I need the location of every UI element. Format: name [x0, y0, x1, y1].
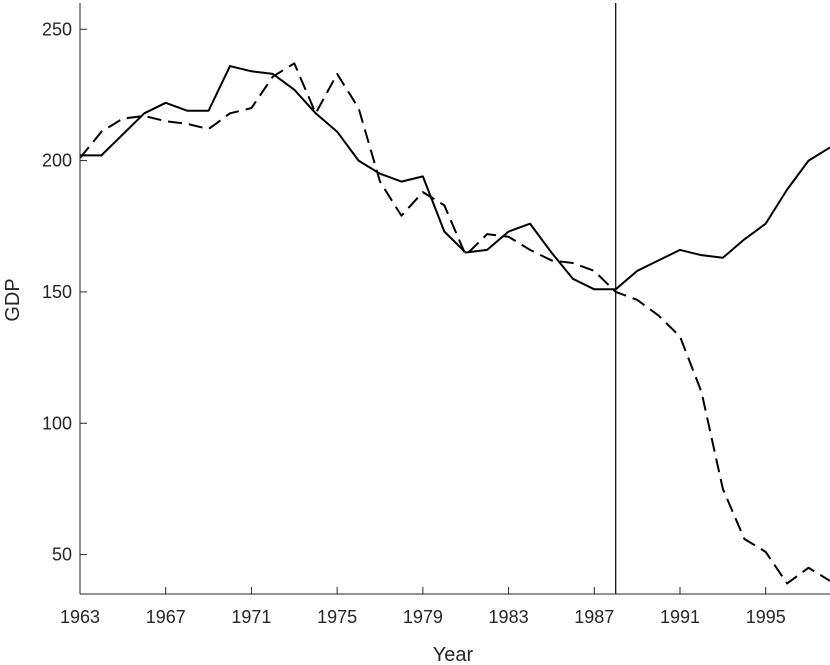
- y-tick-label: 50: [52, 545, 72, 565]
- x-tick-label: 1963: [60, 607, 100, 627]
- axes: [79, 3, 830, 595]
- series-line-solid: [80, 65, 830, 291]
- x-tick-label: 1987: [574, 607, 614, 627]
- x-tick-label: 1967: [146, 607, 186, 627]
- tick-labels: 1963 1967 1971 1975 1979 1983 1987 1991 1995 50 10…: [42, 19, 786, 627]
- y-tick-label: 200: [42, 151, 72, 171]
- x-axis-label: Year: [433, 644, 474, 665]
- series-line-dashed: [79, 62, 830, 585]
- x-tick-label: 1971: [231, 607, 271, 627]
- x-tick-label: 1983: [489, 607, 529, 627]
- y-tick-label: 100: [42, 413, 72, 433]
- plot-lines: [79, 3, 830, 594]
- y-axis-label: GDP: [2, 278, 24, 321]
- x-tick-label: 1991: [660, 607, 700, 627]
- x-tick-label: 1995: [746, 607, 786, 627]
- x-tick-label: 1975: [317, 607, 357, 627]
- x-tick-label: 1979: [403, 607, 443, 627]
- y-tick-label: 250: [42, 19, 72, 39]
- y-tick-label: 150: [42, 282, 72, 302]
